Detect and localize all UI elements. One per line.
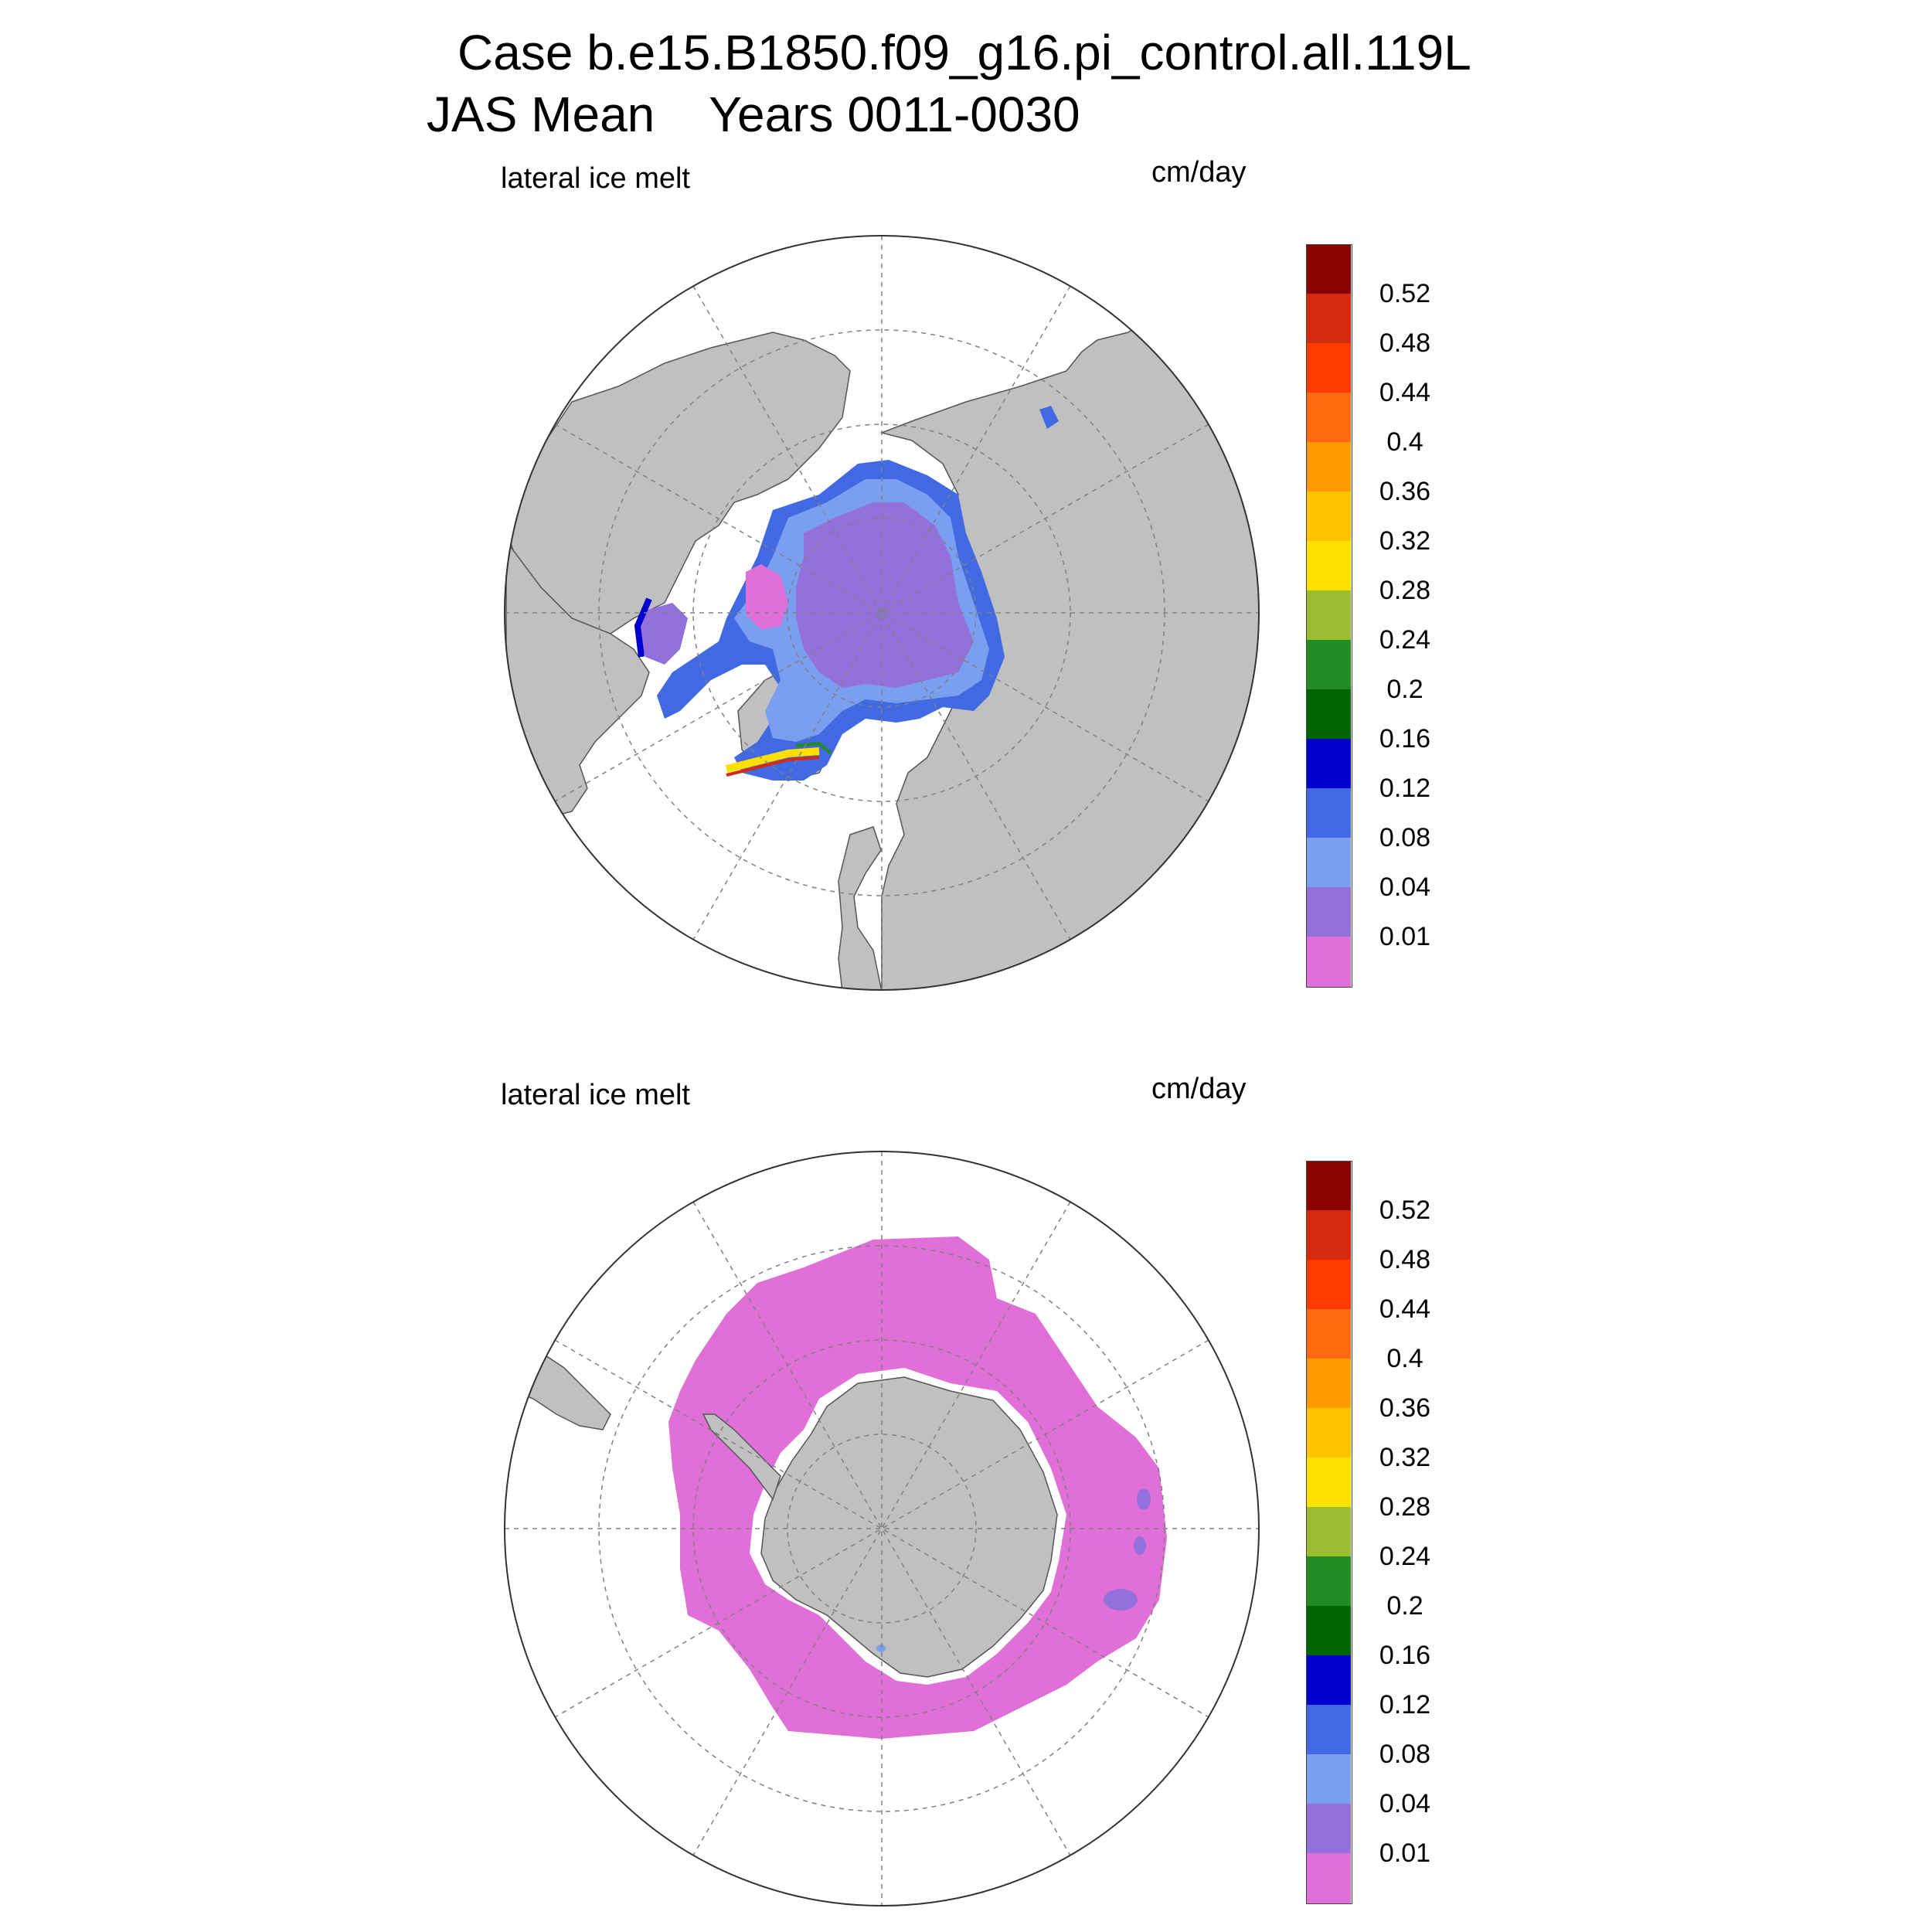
north-graticule [505, 236, 1259, 990]
south-colorbar-tick-label: 0.01 [1379, 1838, 1431, 1868]
north-colorbar-swatch [1306, 492, 1351, 542]
north-colorbar-swatch [1306, 788, 1351, 838]
south-colorbar-tick-label: 0.4 [1386, 1344, 1423, 1373]
north-colorbar-swatch [1306, 442, 1351, 492]
south-colorbar-swatch [1306, 1754, 1351, 1804]
north-melt-hudson [638, 603, 688, 665]
south-units-label: cm/day [1151, 1073, 1247, 1105]
south-melt-ring [668, 1236, 1167, 1739]
north-colorbar-swatch [1306, 244, 1351, 294]
north-melt-greenland-streak [725, 747, 820, 773]
south-colorbar-swatch [1306, 1507, 1351, 1557]
north-colorbar-tick-label: 0.24 [1379, 625, 1431, 655]
north-colorbar-tick-label: 0.28 [1379, 576, 1431, 605]
north-colorbar: 0.52 0.48 0.44 0.4 0.36 0.32 0.28 0.24 0.2 0.16 0.… [1306, 244, 1538, 988]
south-colorbar-tick-label: 0.28 [1379, 1492, 1431, 1522]
north-colorbar-tick-label: 0.12 [1379, 774, 1431, 803]
south-colorbar-frame [1306, 1161, 1352, 1904]
north-colorbar-swatch [1306, 343, 1351, 393]
north-melt-okhotsk [1039, 406, 1059, 429]
south-colorbar-swatch [1306, 1408, 1351, 1458]
south-melt-patch-2 [1134, 1536, 1146, 1555]
south-polar-map [504, 1151, 1260, 1906]
north-colorbar-swatch [1306, 739, 1351, 789]
north-colorbar-tick-label: 0.16 [1379, 724, 1431, 753]
south-colorbar-tick-label: 0.24 [1379, 1542, 1431, 1571]
south-colorbar-tick-label: 0.32 [1379, 1443, 1431, 1472]
south-colorbar-tick-label: 0.44 [1379, 1294, 1431, 1324]
north-map-border [504, 235, 1260, 991]
south-colorbar-tick-label: 0.04 [1379, 1789, 1431, 1818]
south-colorbar-swatch [1306, 1210, 1351, 1260]
south-colorbar-swatch [1306, 1260, 1351, 1310]
south-melt-patch-4 [876, 1645, 886, 1652]
figure-title-period: JAS Mean Years 0011-0030 [427, 87, 1080, 142]
south-colorbar-swatch [1306, 1606, 1351, 1656]
north-variable-label: lateral ice melt [501, 162, 690, 195]
south-variable-label: lateral ice melt [501, 1079, 690, 1111]
north-melt-greenland-streak-red [726, 756, 820, 777]
north-colorbar-tick-label: 0.04 [1379, 872, 1431, 902]
figure-title-case: Case b.e15.B1850.f09_g16.pi_control.all.… [457, 25, 1471, 80]
north-colorbar-swatch [1306, 294, 1351, 344]
north-colorbar-swatch [1306, 541, 1351, 591]
south-colorbar-tick-label: 0.08 [1379, 1740, 1431, 1769]
south-melt-patch-1 [1137, 1488, 1151, 1510]
south-colorbar-swatch [1306, 1458, 1351, 1508]
north-colorbar-tick-label: 0.2 [1386, 675, 1423, 704]
north-colorbar-swatch [1306, 937, 1351, 987]
south-colorbar-swatch [1306, 1161, 1351, 1211]
north-melt-hudson-edge [634, 597, 652, 658]
south-colorbar-swatch [1306, 1853, 1351, 1903]
north-colorbar-tick-label: 0.48 [1379, 328, 1431, 358]
north-colorbar-swatch [1306, 838, 1351, 888]
south-colorbar-tick-label: 0.16 [1379, 1641, 1431, 1670]
south-colorbar-swatch [1306, 1655, 1351, 1706]
north-colorbar-tick-label: 0.44 [1379, 378, 1431, 407]
south-colorbar-tick-label: 0.2 [1386, 1591, 1423, 1621]
north-colorbar-tick-label: 0.08 [1379, 823, 1431, 852]
south-colorbar-tick-label: 0.12 [1379, 1690, 1431, 1719]
north-colorbar-tick-label: 0.32 [1379, 526, 1431, 556]
south-colorbar-swatch [1306, 1705, 1351, 1755]
south-colorbar-swatch [1306, 1804, 1351, 1854]
north-colorbar-swatch [1306, 887, 1351, 937]
south-melt-patch-3 [1104, 1589, 1138, 1611]
north-melt-greenland-streak-green [795, 741, 832, 755]
south-land-antarctic-peninsula [702, 1413, 781, 1501]
north-colorbar-swatch [1306, 689, 1351, 740]
north-colorbar-swatch [1306, 393, 1351, 443]
south-colorbar: 0.52 0.48 0.44 0.4 0.36 0.32 0.28 0.24 0.2 0.16 0.… [1306, 1161, 1538, 1904]
north-colorbar-tick-label: 0.52 [1379, 279, 1431, 308]
south-colorbar-tick-label: 0.52 [1379, 1196, 1431, 1225]
south-colorbar-swatch [1306, 1309, 1351, 1359]
south-colorbar-swatch [1306, 1556, 1351, 1607]
south-graticule [505, 1151, 1259, 1906]
north-land-europe-west [838, 826, 883, 990]
north-colorbar-tick-label: 0.4 [1386, 427, 1423, 457]
north-colorbar-swatch [1306, 590, 1351, 641]
south-colorbar-swatch [1306, 1359, 1351, 1409]
north-colorbar-swatch [1306, 640, 1351, 690]
south-colorbar-tick-label: 0.36 [1379, 1393, 1431, 1423]
north-polar-map [504, 235, 1260, 991]
north-units-label: cm/day [1151, 156, 1247, 189]
north-colorbar-tick-label: 0.36 [1379, 477, 1431, 506]
south-colorbar-tick-label: 0.48 [1379, 1245, 1431, 1274]
north-melt-core [796, 502, 974, 688]
south-map-border [504, 1151, 1260, 1906]
north-colorbar-tick-label: 0.01 [1379, 922, 1431, 951]
north-colorbar-frame [1306, 244, 1352, 988]
